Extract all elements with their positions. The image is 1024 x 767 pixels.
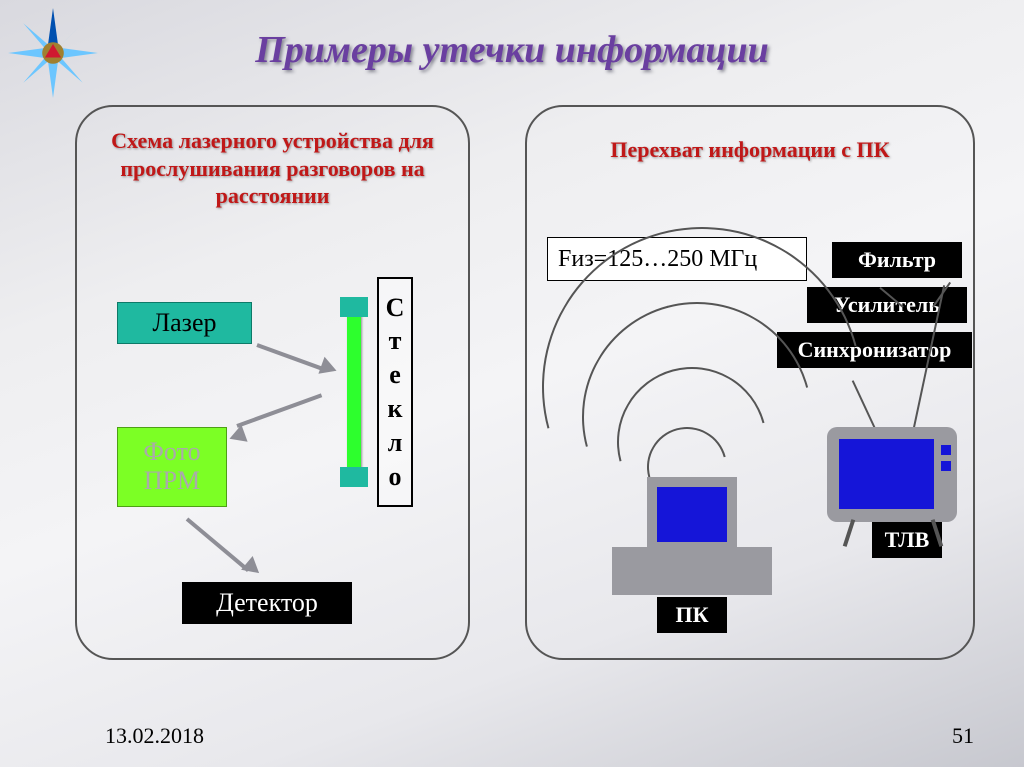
glass-char: л xyxy=(388,426,403,460)
arrow-head xyxy=(318,357,339,379)
photo-line1: Фото xyxy=(143,438,200,467)
laser-box: Лазер xyxy=(117,302,252,344)
glass-char: к xyxy=(388,392,403,426)
photo-line2: ПРМ xyxy=(144,467,200,496)
right-panel: Перехват информации с ПК Fиз=125…250 МГц… xyxy=(525,105,975,660)
pc-label: ПК xyxy=(657,597,727,633)
glass-char: о xyxy=(389,460,402,494)
glass-label: С т е к л о xyxy=(377,277,413,507)
arrow-photo-to-detector xyxy=(186,517,250,571)
right-subtitle: Перехват информации с ПК xyxy=(527,137,973,163)
arrow-head xyxy=(226,425,247,447)
arrow-laser-to-glass xyxy=(256,343,323,371)
filter-box: Фильтр xyxy=(832,242,962,278)
left-subtitle: Схема лазерного устройства для прослушив… xyxy=(77,127,468,210)
glass-cap-bottom xyxy=(340,467,368,487)
photo-receiver-box: Фото ПРМ xyxy=(117,427,227,507)
glass-char: е xyxy=(389,358,401,392)
glass-char: С xyxy=(386,291,405,325)
left-panel: Схема лазерного устройства для прослушив… xyxy=(75,105,470,660)
page-title: Примеры утечки информации xyxy=(0,28,1024,72)
footer-date: 13.02.2018 xyxy=(105,723,204,749)
tlv-label: ТЛВ xyxy=(872,522,942,558)
arrow-glass-to-photo xyxy=(236,393,322,428)
arrow-head xyxy=(241,556,265,580)
glass-char: т xyxy=(389,324,402,358)
glass-cap-top xyxy=(340,297,368,317)
glass-bar xyxy=(347,307,361,477)
detector-box: Детектор xyxy=(182,582,352,624)
footer-page: 51 xyxy=(952,723,974,749)
